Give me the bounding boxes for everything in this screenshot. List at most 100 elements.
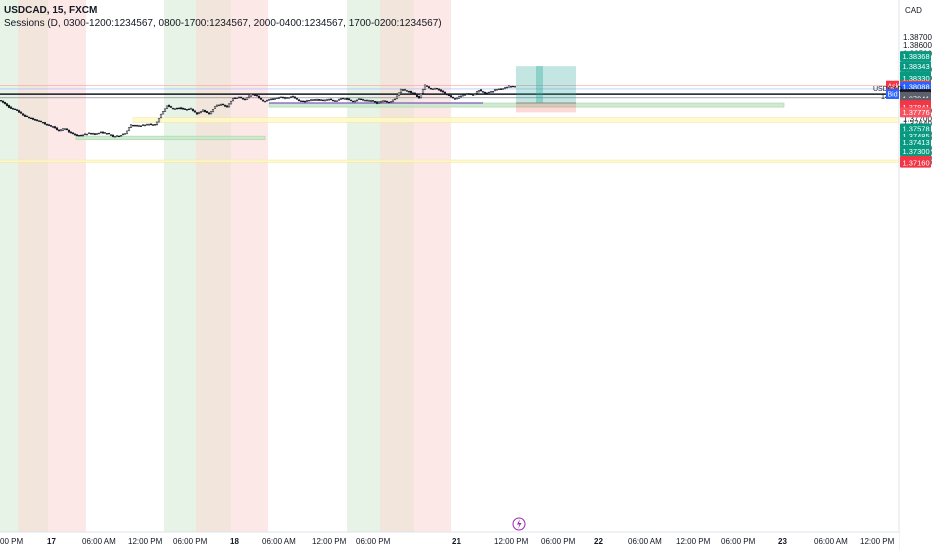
candle <box>115 135 119 137</box>
chart-legend: USDCAD, 15, FXCM Sessions (D, 0300-1200:… <box>4 4 442 30</box>
candle <box>501 88 505 90</box>
candle <box>443 91 447 94</box>
candle <box>213 106 217 109</box>
price-tick-label: 1.38700 <box>903 33 932 42</box>
position-inner-bar <box>536 66 543 104</box>
candle <box>205 111 209 113</box>
time-tick-label: 21 <box>452 537 461 546</box>
price-badge[interactable] <box>900 51 931 62</box>
candle <box>191 108 195 112</box>
candle <box>339 97 343 100</box>
candle <box>197 112 201 114</box>
price-badge-text: 1.37300 <box>903 147 930 156</box>
candle <box>497 88 501 90</box>
long-position-target-zone[interactable] <box>516 66 576 104</box>
candle <box>263 100 267 103</box>
candle <box>457 96 461 99</box>
time-tick-label: 06:00 PM <box>721 537 756 546</box>
price-badge[interactable] <box>900 123 931 134</box>
bid-tag[interactable] <box>886 88 899 99</box>
indicator-label[interactable]: Sessions (D, 0300-1200:1234567, 0800-170… <box>4 18 442 29</box>
price-badge-text: 1.37578 <box>903 124 930 133</box>
candle <box>399 88 403 93</box>
candle <box>123 133 127 135</box>
candle <box>71 132 75 135</box>
candle <box>17 110 21 113</box>
candle <box>23 114 27 117</box>
candle <box>481 91 485 93</box>
candle <box>427 86 431 89</box>
price-badge-text: 1.37485 <box>903 132 930 141</box>
long-position-stop-zone[interactable] <box>516 103 576 113</box>
candle <box>473 93 477 96</box>
candle <box>59 129 63 131</box>
price-badge[interactable] <box>900 61 931 72</box>
candle <box>41 122 45 124</box>
candle <box>249 93 253 97</box>
candle <box>269 98 273 101</box>
candle <box>105 133 109 135</box>
candle <box>219 103 223 106</box>
candle <box>469 93 473 95</box>
candle <box>95 133 99 135</box>
candle <box>259 97 263 100</box>
candle <box>503 87 507 89</box>
time-tick-label: 06:00 PM <box>173 537 208 546</box>
time-axis[interactable] <box>0 532 899 550</box>
candle <box>185 109 189 111</box>
candle <box>151 124 155 126</box>
candle <box>75 134 79 137</box>
candle <box>211 108 215 112</box>
candle <box>251 93 255 96</box>
price-badge[interactable] <box>900 146 931 157</box>
candle <box>485 92 489 94</box>
candle <box>513 86 517 88</box>
candle <box>317 99 321 101</box>
candle <box>35 119 39 122</box>
session-band <box>347 0 380 532</box>
candle <box>203 109 207 113</box>
candle <box>125 130 129 134</box>
candle <box>201 109 205 112</box>
candle <box>237 96 241 99</box>
candle <box>433 88 437 90</box>
price-badge-text: 1.38330 <box>903 74 930 83</box>
symbol-title[interactable]: USDCAD, 15, FXCM <box>4 5 98 16</box>
price-badge[interactable] <box>900 107 931 118</box>
candle <box>253 94 257 96</box>
candle <box>121 133 125 136</box>
candle <box>375 101 379 104</box>
zone-rectangle[interactable] <box>132 117 900 123</box>
candle <box>391 99 395 102</box>
candle <box>133 125 137 127</box>
session-band <box>380 0 414 532</box>
candle <box>83 133 87 136</box>
zone-rectangle[interactable] <box>0 159 900 163</box>
candle <box>439 89 443 92</box>
candle <box>459 95 463 98</box>
candle <box>383 100 387 102</box>
candle <box>417 96 421 99</box>
candle <box>65 128 69 131</box>
candle <box>365 99 369 102</box>
price-badge[interactable] <box>900 73 931 84</box>
candle <box>387 101 391 104</box>
candle <box>489 91 493 93</box>
candle <box>431 88 435 90</box>
zone-rectangle[interactable] <box>75 135 266 141</box>
candle <box>437 88 441 91</box>
ask-tag[interactable] <box>886 80 899 91</box>
price-badge[interactable] <box>900 137 931 148</box>
candle <box>287 97 291 99</box>
price-badge[interactable] <box>900 157 931 168</box>
candle <box>247 95 251 99</box>
candle <box>265 100 269 102</box>
candle <box>139 125 143 127</box>
candle <box>363 99 367 102</box>
session-band <box>196 0 231 532</box>
candle <box>289 96 293 99</box>
time-tick-label: 23 <box>778 537 787 546</box>
time-tick-label: 06:00 PM <box>356 537 391 546</box>
candle <box>319 99 323 101</box>
